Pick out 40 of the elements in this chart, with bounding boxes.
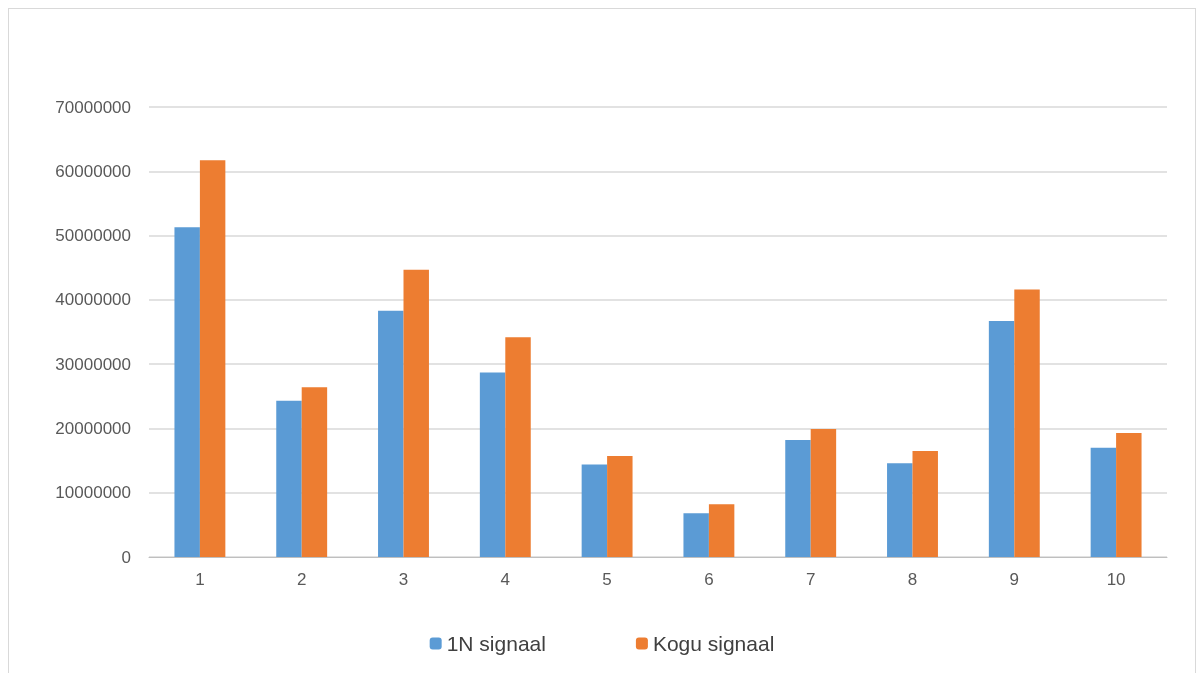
legend-label: 1N signaal xyxy=(446,632,546,655)
bar xyxy=(479,372,506,557)
bar xyxy=(708,504,735,557)
bar xyxy=(505,337,531,557)
y-tick-label: 60000000 xyxy=(55,161,131,181)
x-tick-label: 1 xyxy=(195,570,205,589)
bar xyxy=(785,440,811,557)
y-tick-label: 70000000 xyxy=(55,97,131,117)
y-tick-label: 20000000 xyxy=(55,418,131,438)
y-tick-label: 30000000 xyxy=(55,354,131,374)
bar xyxy=(912,450,938,557)
bar xyxy=(887,463,913,557)
bar xyxy=(683,513,709,557)
bar xyxy=(988,321,1015,557)
x-tick-label: 5 xyxy=(602,570,612,589)
x-tick-label: 8 xyxy=(907,570,918,589)
x-tick-label: 2 xyxy=(296,570,307,589)
x-tick-label: 3 xyxy=(398,570,409,589)
bar xyxy=(810,429,837,557)
y-tick-label: 0 xyxy=(121,547,131,567)
bar xyxy=(174,227,200,557)
x-tick-label: 7 xyxy=(805,570,816,589)
x-tick-label: 9 xyxy=(1009,570,1020,589)
y-tick-label: 40000000 xyxy=(55,290,131,310)
x-tick-label: 10 xyxy=(1106,570,1126,589)
bar xyxy=(581,464,608,557)
y-tick-label: 50000000 xyxy=(55,226,131,246)
bar xyxy=(378,310,404,557)
x-tick-label: 6 xyxy=(704,570,714,589)
bar xyxy=(607,456,633,557)
bar xyxy=(1014,289,1040,557)
bar xyxy=(301,387,328,557)
bar xyxy=(1116,432,1142,557)
bar xyxy=(199,160,226,557)
x-tick-label: 4 xyxy=(500,570,511,589)
legend-label: Kogu signaal xyxy=(652,632,775,655)
bar xyxy=(1090,447,1117,557)
y-tick-label: 10000000 xyxy=(55,483,131,503)
bar xyxy=(276,400,302,557)
bar xyxy=(403,269,429,557)
